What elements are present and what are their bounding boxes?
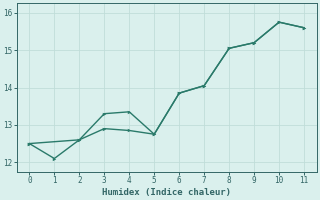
- X-axis label: Humidex (Indice chaleur): Humidex (Indice chaleur): [102, 188, 231, 197]
